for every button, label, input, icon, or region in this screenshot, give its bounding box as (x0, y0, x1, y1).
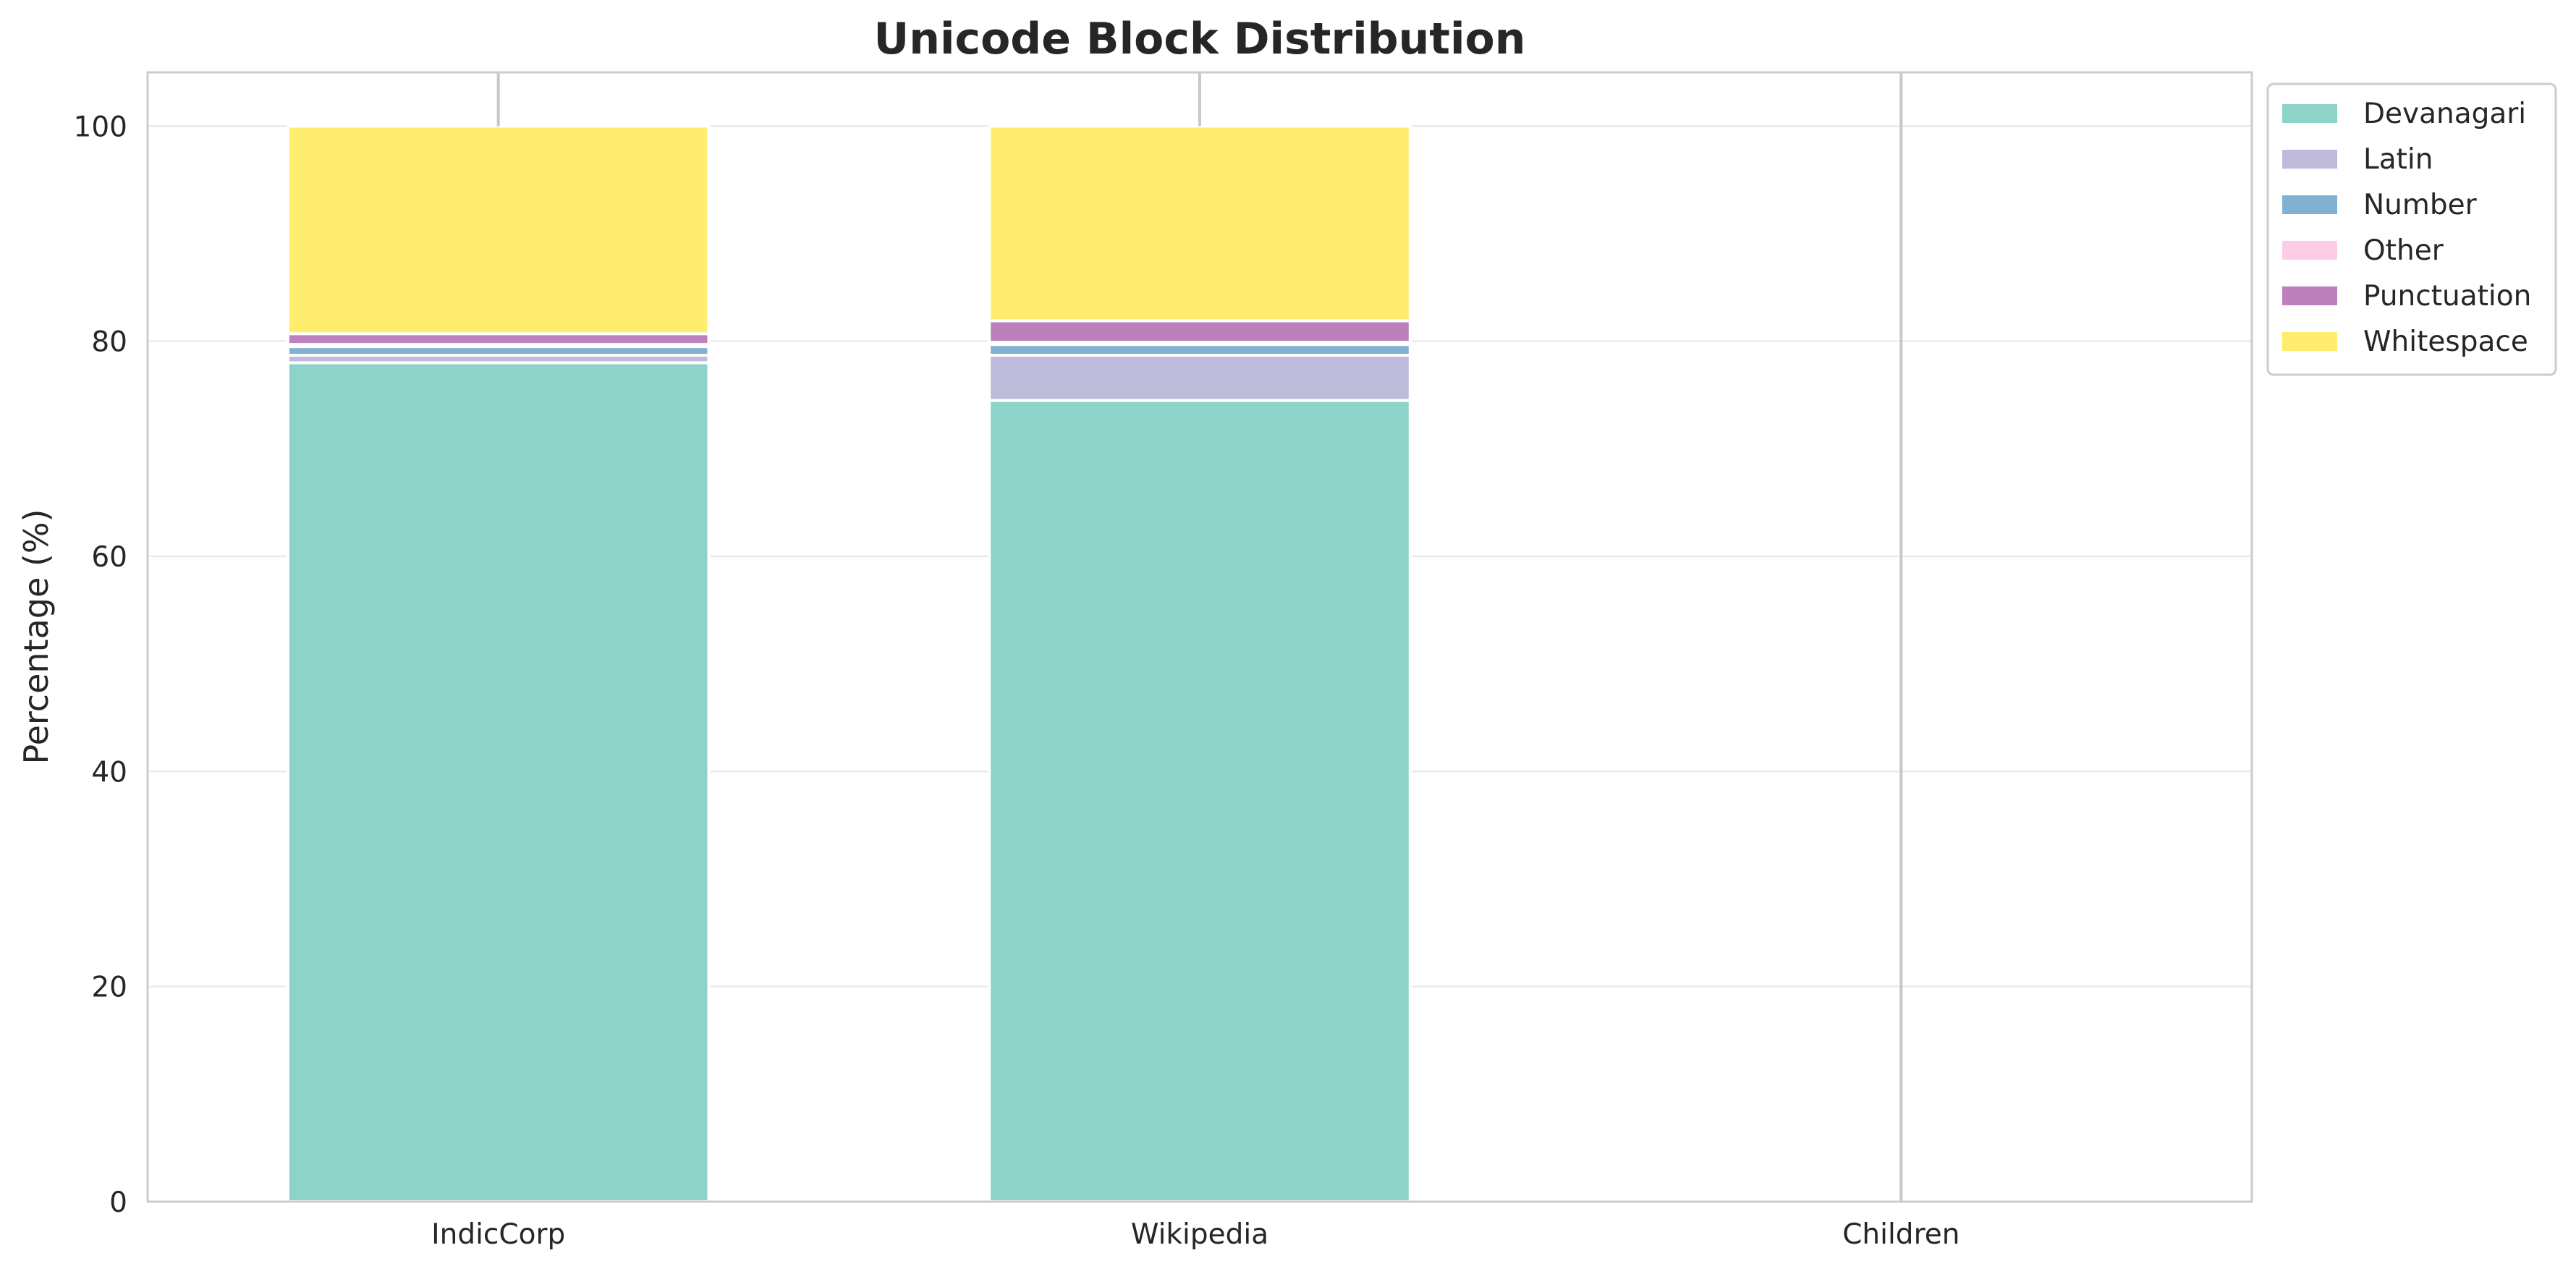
x-tick-label: IndicCorp (431, 1218, 565, 1251)
plot-border (146, 71, 2253, 1203)
legend-swatch-whitespace (2282, 332, 2337, 351)
plot-frame (146, 71, 2253, 1203)
legend-swatch-punctuation (2282, 286, 2337, 305)
legend-label-other: Other (2363, 234, 2444, 267)
bar-segment-devanagari-wikipedia (988, 399, 1412, 1203)
legend-swatch-number (2282, 195, 2337, 214)
bar-segment-number-wikipedia (988, 343, 1412, 357)
legend-label-punctuation: Punctuation (2363, 280, 2531, 313)
bar-segment-whitespace-wikipedia (988, 124, 1412, 323)
bar-segment-latin-wikipedia (988, 353, 1412, 402)
legend-label-whitespace: Whitespace (2363, 326, 2528, 358)
legend-box (2266, 82, 2557, 376)
bar-segment-punctuation-wikipedia (988, 319, 1412, 344)
legend-label-number: Number (2363, 189, 2478, 221)
legend-label-devanagari: Devanagari (2363, 98, 2526, 130)
y-tick-label: 40 (91, 756, 127, 789)
bars (286, 72, 1903, 1203)
tick-labels: 0 20 40 60 80 100 IndicCorp Wikipedia Children (74, 111, 1960, 1251)
legend-swatch-other (2282, 241, 2337, 260)
x-tick-label: Children (1842, 1218, 1959, 1251)
chart-title: Unicode Block Distribution (874, 14, 1526, 64)
bar-segment-devanagari-indiccorp (286, 361, 711, 1203)
y-tick-label: 100 (74, 111, 127, 143)
y-axis-label: Percentage (%) (17, 509, 56, 765)
y-tick-label: 60 (91, 541, 127, 574)
legend-swatch-devanagari (2282, 104, 2337, 123)
legend-label-latin: Latin (2363, 143, 2433, 176)
x-tick-label: Wikipedia (1131, 1218, 1268, 1251)
bar-segment-whitespace-indiccorp (286, 124, 711, 336)
legend: Devanagari Latin Number Other Punctuation Whi… (2266, 82, 2557, 376)
y-tick-label: 0 (109, 1186, 127, 1219)
legend-swatch-latin (2282, 150, 2337, 169)
bar-segment-punctuation-indiccorp (286, 332, 711, 347)
y-tick-label: 80 (91, 326, 127, 359)
y-tick-label: 20 (91, 972, 127, 1004)
